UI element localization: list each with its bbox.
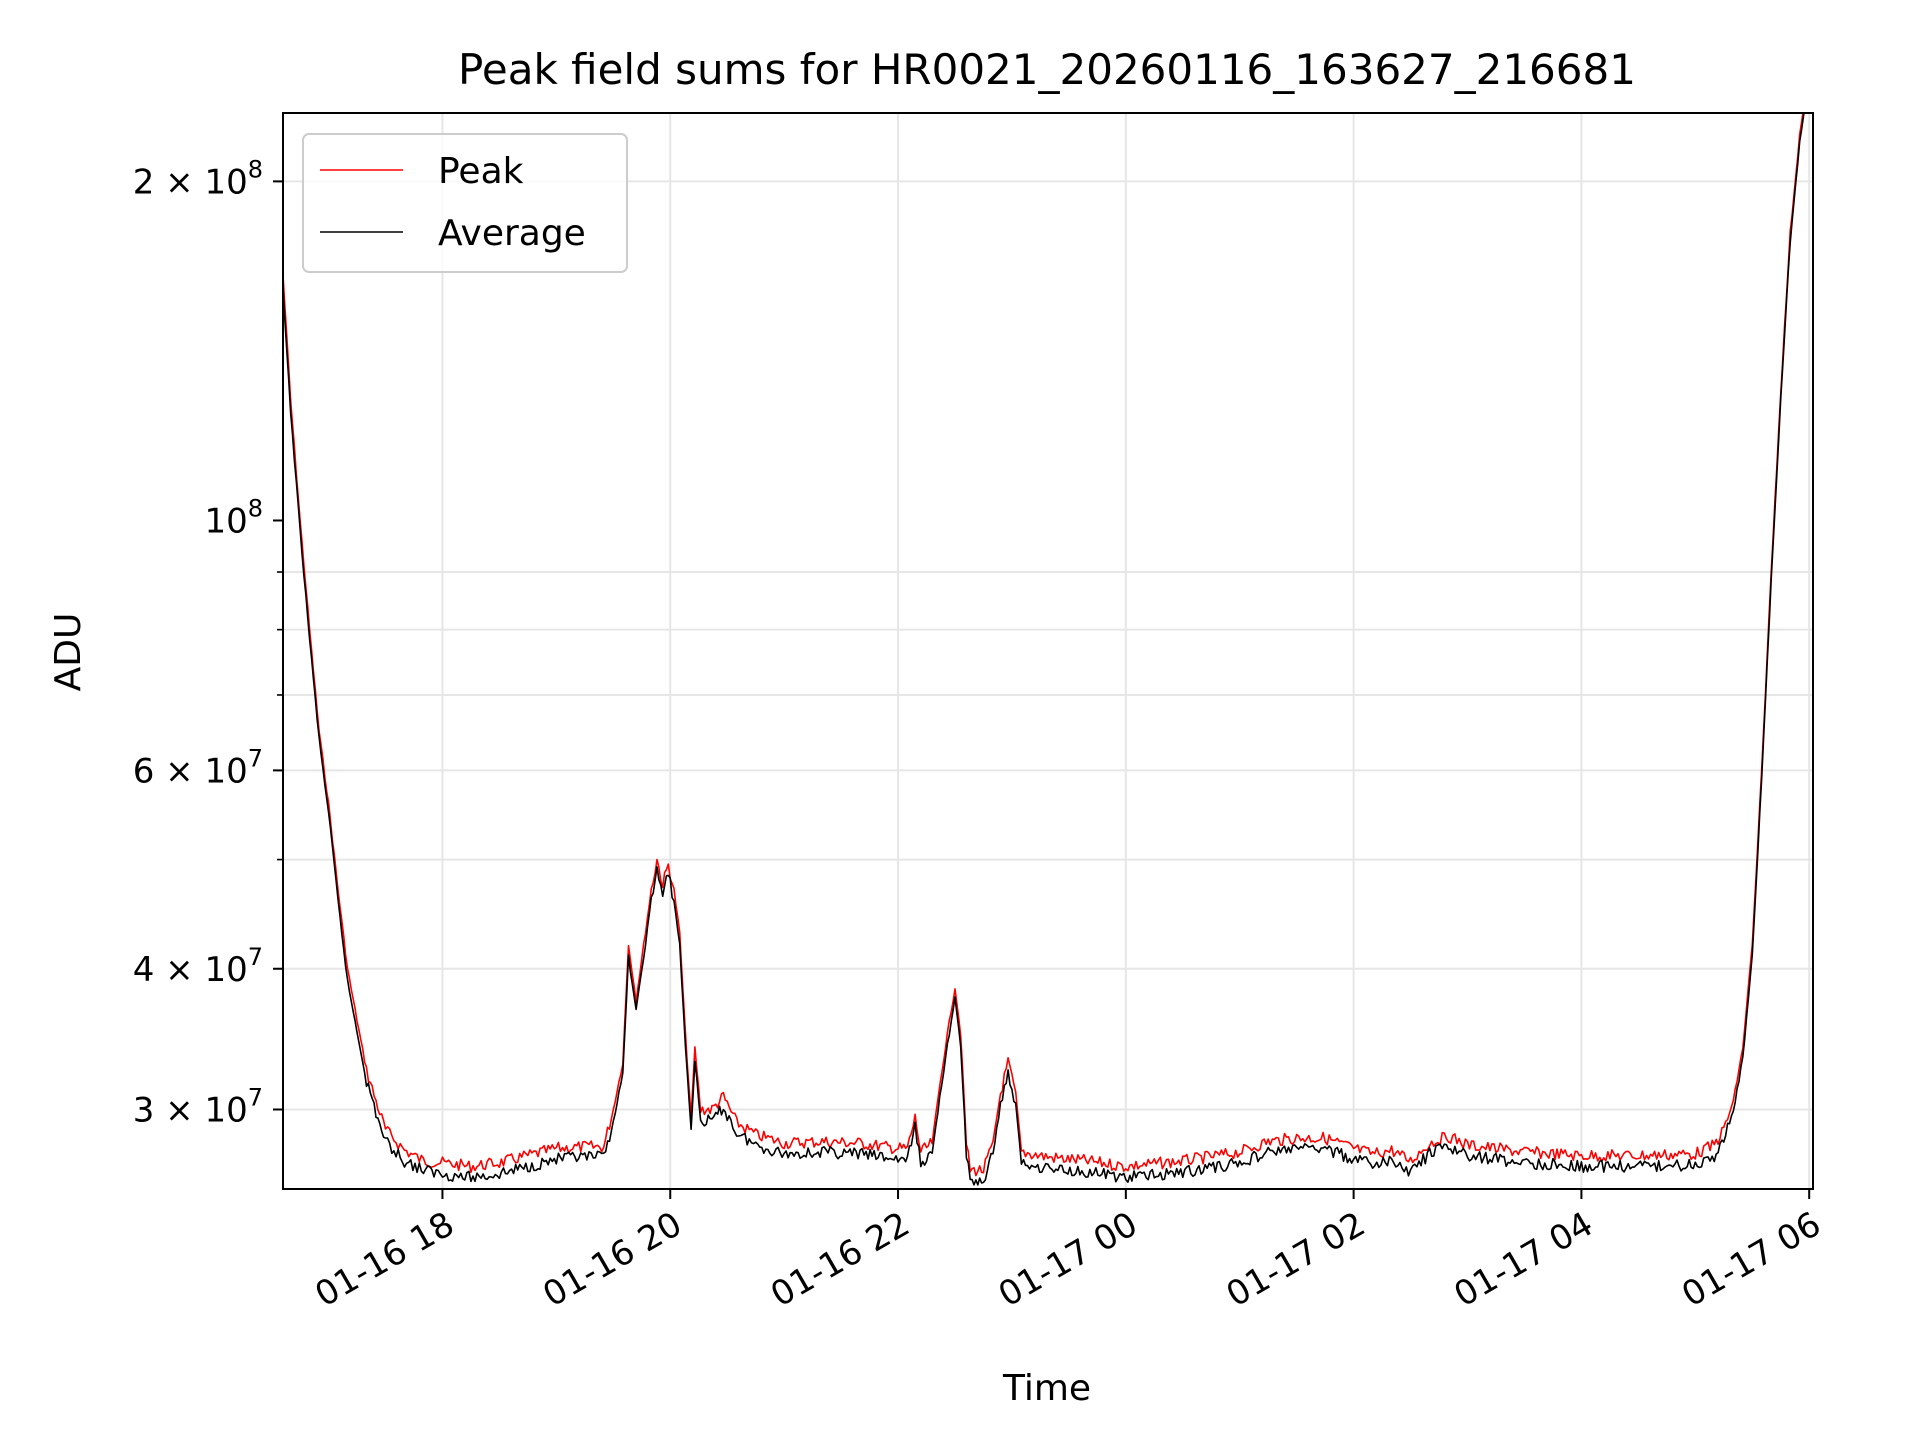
y-tick-exponent: 7 [248,943,263,971]
y-tick-times: × [154,751,204,791]
y-tick-base: 10 [204,162,247,202]
plot-frame [282,112,1814,1190]
y-tick-times: × [154,1090,204,1130]
chart-title: Peak field sums for HR0021_20260116_1636… [458,45,1636,94]
y-tick-base: 10 [204,950,247,990]
legend-label-average: Average [438,213,586,254]
series-layer [283,113,1805,1186]
y-tick-base: 10 [204,1090,247,1130]
legend: Peak Average [302,133,628,273]
y-tick-label: 108 [204,494,263,541]
y-tick-exponent: 8 [248,155,263,183]
grid [283,113,1813,1189]
legend-label-peak: Peak [438,151,524,192]
y-tick-mantissa: 4 [133,950,155,990]
legend-box [302,133,628,273]
y-tick-mantissa: 6 [133,751,155,791]
y-tick-times: × [154,162,204,202]
y-tick-exponent: 7 [248,744,263,772]
y-tick-label: 6 × 107 [133,744,263,791]
series-line-peak [283,113,1804,1177]
y-tick-mantissa: 2 [133,162,155,202]
y-tick-label: 2 × 108 [133,155,263,202]
y-tick-exponent: 8 [248,494,263,522]
y-tick-base: 10 [204,751,247,791]
y-axis-label: ADU [48,613,89,692]
y-tick-label: 4 × 107 [133,943,263,990]
x-axis-label: Time [1002,1368,1091,1409]
y-tick-mantissa: 3 [133,1090,155,1130]
series-line-average [283,113,1805,1186]
y-tick-label: 3 × 107 [133,1083,263,1130]
y-tick-exponent: 7 [248,1083,263,1111]
y-tick-base: 10 [204,501,247,541]
y-tick-times: × [154,950,204,990]
